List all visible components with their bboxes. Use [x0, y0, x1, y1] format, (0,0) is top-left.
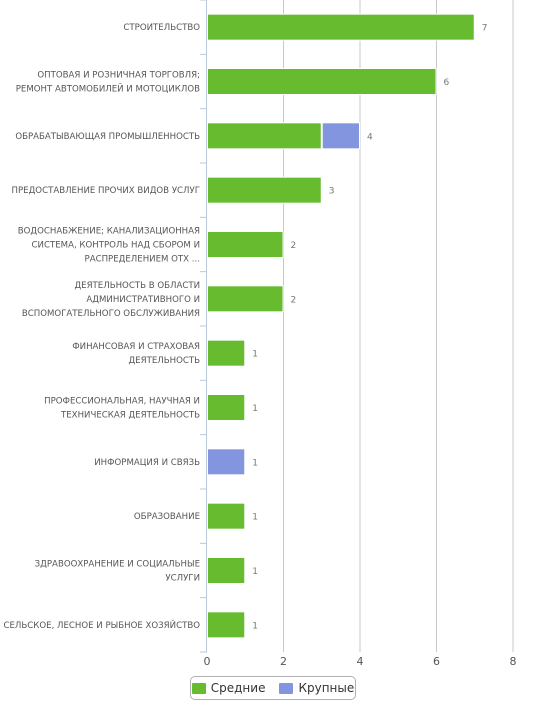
- category-label-line: ТЕХНИЧЕСКАЯ ДЕЯТЕЛЬНОСТЬ: [60, 411, 200, 421]
- legend: Средние Крупные: [190, 676, 356, 700]
- category-label-line: АДМИНИСТРАТИВНОГО И: [86, 295, 200, 305]
- category-label: ОПТОВАЯ И РОЗНИЧНАЯ ТОРГОВЛЯ; РЕМОНТ АВТО…: [16, 71, 200, 95]
- category-label-line: ФИНАНСОВАЯ И СТРАХОВАЯ: [72, 342, 200, 352]
- bar-segment[interactable]: [207, 557, 246, 584]
- category-label-line: ИНФОРМАЦИЯ И СВЯЗЬ: [94, 458, 200, 468]
- category-label-line: ОБРАБАТЫВАЮЩАЯ ПРОМЫШЛЕННОСТЬ: [15, 132, 200, 142]
- gridlines: [283, 0, 514, 652]
- data-label: 1: [252, 621, 258, 631]
- category-axis: [200, 0, 207, 653]
- x-axis-ticks: 0 2 4 6 8: [204, 655, 517, 668]
- category-label: ЗДРАВООХРАНЕНИЕ И СОЦИАЛЬНЫЕ УСЛУГИ: [35, 560, 200, 584]
- data-label: 1: [252, 458, 258, 468]
- category-labels: СТРОИТЕЛЬСТВО ОПТОВАЯ И РОЗНИЧНАЯ ТОРГОВЛ…: [3, 23, 200, 631]
- bar-segment[interactable]: [207, 231, 284, 258]
- data-label: 1: [252, 513, 258, 523]
- category-label-line: ОБРАЗОВАНИЕ: [134, 512, 200, 522]
- category-label-line: СИСТЕМА, КОНТРОЛЬ НАД СБОРОМ И: [32, 241, 200, 251]
- category-label-line: ДЕЯТЕЛЬНОСТЬ В ОБЛАСТИ: [74, 281, 200, 291]
- category-label: ОБРАБАТЫВАЮЩАЯ ПРОМЫШЛЕННОСТЬ: [15, 132, 200, 142]
- category-label: ВОДОСНАБЖЕНИЕ; КАНАЛИЗАЦИОННАЯ СИСТЕМА, К…: [18, 227, 200, 265]
- bar-segment[interactable]: [207, 285, 284, 313]
- category-label: ПРОФЕССИОНАЛЬНАЯ, НАУЧНАЯ И ТЕХНИЧЕСКАЯ Д…: [44, 397, 200, 421]
- data-label: 2: [291, 241, 297, 251]
- legend-label: Крупные: [298, 681, 355, 695]
- bar-segment[interactable]: [207, 611, 246, 639]
- data-label: 1: [252, 404, 258, 414]
- data-label: 3: [329, 187, 335, 197]
- x-tick-label: 2: [280, 655, 287, 668]
- category-label-line: ЗДРАВООХРАНЕНИЕ И СОЦИАЛЬНЫЕ: [35, 560, 200, 570]
- category-label: СТРОИТЕЛЬСТВО: [123, 23, 200, 33]
- category-label-line: ПРЕДОСТАВЛЕНИЕ ПРОЧИХ ВИДОВ УСЛУГ: [12, 186, 200, 196]
- category-label: ПРЕДОСТАВЛЕНИЕ ПРОЧИХ ВИДОВ УСЛУГ: [12, 186, 200, 196]
- legend-label: Средние: [210, 681, 266, 695]
- data-label: 7: [482, 24, 488, 34]
- bars: [207, 13, 475, 639]
- category-label: ФИНАНСОВАЯ И СТРАХОВАЯ ДЕЯТЕЛЬНОСТЬ: [72, 342, 200, 366]
- bar-segment[interactable]: [321, 122, 360, 150]
- category-label-line: УСЛУГИ: [165, 574, 200, 584]
- bar-segment[interactable]: [207, 394, 246, 421]
- data-label: 6: [444, 78, 450, 88]
- bar-segment[interactable]: [207, 448, 246, 476]
- bar-chart: СТРОИТЕЛЬСТВО ОПТОВАЯ И РОЗНИЧНАЯ ТОРГОВЛ…: [3, 0, 517, 668]
- data-label: 2: [291, 295, 297, 305]
- legend-swatch: [191, 682, 206, 694]
- bar-segment[interactable]: [207, 176, 322, 204]
- category-label-line: СТРОИТЕЛЬСТВО: [123, 23, 200, 33]
- x-tick-label: 0: [204, 655, 211, 668]
- category-label: СЕЛЬСКОЕ, ЛЕСНОЕ И РЫБНОЕ ХОЗЯЙСТВО: [3, 619, 200, 631]
- x-tick-label: 8: [510, 655, 517, 668]
- category-label-line: ПРОФЕССИОНАЛЬНАЯ, НАУЧНАЯ И: [44, 397, 200, 407]
- data-labels: 7 6 4 3 2 2 1 1 1 1 1 1: [252, 24, 487, 632]
- category-label: ДЕЯТЕЛЬНОСТЬ В ОБЛАСТИ АДМИНИСТРАТИВНОГО …: [22, 281, 200, 319]
- legend-swatch: [279, 682, 294, 694]
- bar-segment[interactable]: [207, 68, 437, 95]
- category-label-line: ОПТОВАЯ И РОЗНИЧНАЯ ТОРГОВЛЯ;: [37, 71, 200, 81]
- legend-item-series-0[interactable]: Средние: [191, 681, 266, 695]
- category-label-line: ВСПОМОГАТЕЛЬНОГО ОБСЛУЖИВАНИЯ: [22, 309, 200, 319]
- category-label: ИНФОРМАЦИЯ И СВЯЗЬ: [94, 458, 200, 468]
- category-label-line: ДЕЯТЕЛЬНОСТЬ: [128, 356, 200, 366]
- x-tick-label: 4: [357, 655, 364, 668]
- data-label: 4: [367, 132, 373, 142]
- category-label-line: СЕЛЬСКОЕ, ЛЕСНОЕ И РЫБНОЕ ХОЗЯЙСТВО: [3, 619, 200, 631]
- bar-segment[interactable]: [207, 339, 246, 367]
- bar-segment[interactable]: [207, 13, 475, 41]
- x-tick-label: 6: [433, 655, 440, 668]
- data-label: 1: [252, 567, 258, 577]
- category-label-line: РАСПРЕДЕЛЕНИЕМ ОТХ ...: [85, 255, 200, 265]
- bar-segment[interactable]: [207, 122, 322, 150]
- bar-segment[interactable]: [207, 502, 246, 530]
- category-label-line: ВОДОСНАБЖЕНИЕ; КАНАЛИЗАЦИОННАЯ: [18, 227, 200, 237]
- category-label-line: РЕМОНТ АВТОМОБИЛЕЙ И МОТОЦИКЛОВ: [16, 83, 200, 95]
- legend-item-series-1[interactable]: Крупные: [279, 681, 354, 695]
- data-label: 1: [252, 350, 258, 360]
- category-label: ОБРАЗОВАНИЕ: [134, 512, 200, 522]
